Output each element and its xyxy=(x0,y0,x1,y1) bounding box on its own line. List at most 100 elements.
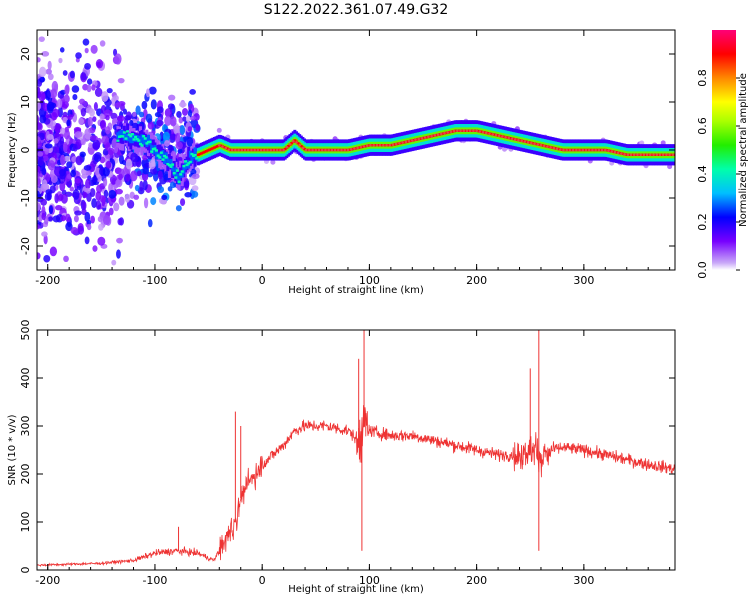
spectrogram-peak-point xyxy=(510,137,514,141)
spectrogram-peak-point xyxy=(288,142,292,146)
spectrogram-peak-point xyxy=(481,130,485,134)
spectrogram-cell xyxy=(75,155,83,166)
spectrogram-track-cell xyxy=(121,130,125,137)
spectrogram-cell xyxy=(37,223,41,230)
spectrogram-track-cell xyxy=(190,152,194,156)
spectrogram-peak-point xyxy=(224,146,228,150)
spectrogram-cell xyxy=(65,213,71,222)
spectrogram-track-cell xyxy=(238,148,242,152)
spectrogram-cell xyxy=(103,189,109,198)
spectrogram-cell xyxy=(95,58,104,69)
spectrogram-cell xyxy=(176,110,182,118)
colorbar: 0.0 0.2 0.4 0.6 0.8 Normalized spectral ampl… xyxy=(696,30,749,279)
spectrogram-y-tick-label: -10 xyxy=(19,189,32,207)
spectrogram-track-cell xyxy=(122,131,126,134)
snr-y-tick-label: 0 xyxy=(19,567,32,574)
spectrogram-peak-point xyxy=(436,133,440,136)
spectrogram-cell xyxy=(52,108,60,118)
spectrogram-track-cell xyxy=(264,148,268,152)
snr-y-tick-label: 200 xyxy=(19,464,32,485)
spectrogram-cell xyxy=(63,94,70,103)
spectrogram-peak-point xyxy=(610,150,614,153)
spectrogram-track-cell xyxy=(241,148,245,152)
spectrogram-cell xyxy=(77,225,85,235)
spectrogram-track-cell xyxy=(185,163,189,167)
spectrogram-x-tick-label: 0 xyxy=(259,274,266,287)
spectrogram-track-cell xyxy=(280,148,284,152)
spectrogram-cell xyxy=(189,89,196,95)
spectrogram-cell xyxy=(136,170,142,177)
spectrogram-track-cell xyxy=(669,153,673,156)
spectrogram-peak-point xyxy=(388,143,392,147)
spectrogram-peak-point xyxy=(546,145,549,148)
spectrogram-cell xyxy=(195,123,201,132)
spectrogram-cell xyxy=(68,114,73,120)
spectrogram-cell xyxy=(185,115,191,123)
spectrogram-track-cell xyxy=(140,144,144,147)
spectrogram-peak-point xyxy=(246,148,250,152)
spectrogram-cell xyxy=(80,107,86,117)
spectrogram-track-cell xyxy=(163,154,167,158)
spectrogram-cell xyxy=(125,158,133,170)
spectrogram-peak-point xyxy=(391,143,395,147)
spectrogram-cell xyxy=(66,161,73,169)
spectrogram-track-cell xyxy=(124,133,128,141)
spectrogram-peak-point xyxy=(285,145,289,149)
spectrogram-track-cell xyxy=(174,176,178,179)
spectrogram-track-cell xyxy=(643,153,647,156)
spectrogram-track-cell xyxy=(447,131,451,134)
spectrogram-cell xyxy=(156,106,164,114)
spectrogram-peak-point xyxy=(349,147,353,151)
spectrogram-track-cell xyxy=(158,156,162,159)
spectrogram-peak-point xyxy=(407,139,411,143)
spectrogram-track-cell xyxy=(204,150,208,153)
spectrogram-cell xyxy=(92,116,97,122)
spectrogram-peak-point xyxy=(359,145,363,149)
spectrogram-peak-point xyxy=(626,153,630,157)
spectrogram-track-cell xyxy=(158,152,162,160)
spectrogram-cell xyxy=(56,98,63,109)
snr-plot xyxy=(37,330,675,568)
spectrogram-cell xyxy=(59,47,65,53)
spectrogram-track-cell xyxy=(143,136,147,144)
spectrogram-cell xyxy=(175,141,183,150)
spectrogram-track-cell xyxy=(169,165,173,168)
spectrogram-track-cell xyxy=(534,142,538,146)
spectrogram-peak-point xyxy=(604,148,607,152)
spectrogram-track-cell xyxy=(476,129,480,133)
spectrogram-peak-point xyxy=(301,146,305,150)
spectrogram-track-cell xyxy=(155,149,159,152)
spectrogram-track-cell xyxy=(193,147,197,155)
spectrogram-cell xyxy=(162,131,170,142)
spectrogram-peak-point xyxy=(430,134,433,138)
spectrogram-track-cell xyxy=(624,153,628,156)
spectrogram-peak-point xyxy=(613,150,617,154)
spectrogram-track-cell xyxy=(211,147,215,150)
spectrogram-peak-point xyxy=(330,148,334,152)
spectrogram-peak-point xyxy=(320,148,324,152)
spectrogram-peak-point xyxy=(587,148,591,152)
spectrogram-cell xyxy=(191,185,199,192)
spectrogram-cell xyxy=(97,216,103,223)
spectrogram-cell xyxy=(187,109,193,118)
spectrogram-track-cell xyxy=(257,148,261,152)
spectrogram-peak-point xyxy=(279,148,282,152)
spectrogram-peak-point xyxy=(353,147,356,150)
spectrogram-track-cell xyxy=(245,148,249,152)
spectrogram-y-axis: -20 -10 0 10 20 xyxy=(19,47,675,255)
spectrogram-peak-point xyxy=(568,148,572,152)
spectrogram-peak-point xyxy=(661,153,665,157)
spectrogram-peak-point xyxy=(266,148,269,152)
spectrogram-peak-point xyxy=(343,148,347,152)
spectrogram-cell xyxy=(167,103,175,110)
spectrogram-cell xyxy=(142,167,150,175)
spectrogram-cell xyxy=(117,218,123,226)
spectrogram-track-cell xyxy=(344,148,348,152)
spectrogram-cell xyxy=(38,91,46,102)
spectrogram-track-cell xyxy=(122,133,126,141)
spectrogram-cell xyxy=(80,138,86,146)
spectrogram-cell xyxy=(37,190,40,198)
spectrogram-track-cell xyxy=(422,136,426,140)
spectrogram-cell xyxy=(41,168,47,175)
spectrogram-track-cell xyxy=(286,144,290,148)
